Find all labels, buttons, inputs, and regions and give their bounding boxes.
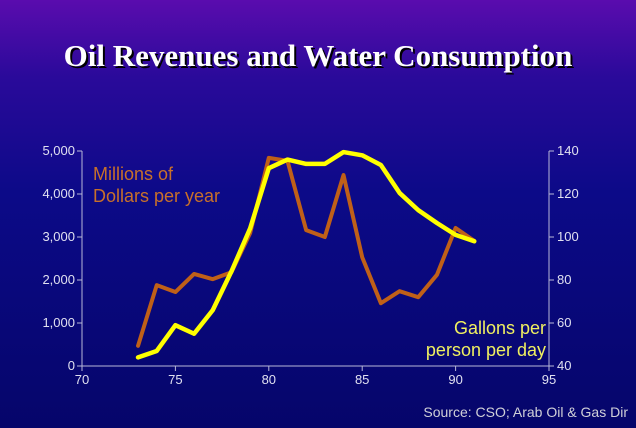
x-tick-label: 80	[262, 372, 276, 387]
right-tick-label: 100	[557, 229, 579, 244]
right-tick-label: 140	[557, 143, 579, 158]
x-tick-label: 90	[448, 372, 462, 387]
left-tick-label: 4,000	[42, 186, 75, 201]
legend-right-line1: Gallons per	[453, 318, 546, 338]
right-tick-label: 80	[557, 272, 571, 287]
right-tick-label: 60	[557, 315, 571, 330]
left-tick-label: 2,000	[42, 272, 75, 287]
left-tick-label: 1,000	[42, 315, 75, 330]
x-tick-label: 75	[168, 372, 182, 387]
source-note: Source: CSO; Arab Oil & Gas Dir	[423, 404, 628, 420]
left-tick-label: 5,000	[42, 143, 75, 158]
left-tick-label: 0	[68, 358, 75, 373]
legend-left-line2: Dollars per year	[93, 186, 221, 206]
x-tick-label: 95	[542, 372, 556, 387]
legend-right-line2: person per day	[425, 340, 546, 360]
water-consumption-line	[135, 149, 477, 360]
x-tick-label: 70	[75, 372, 89, 387]
legend-left-line1: Millions of	[93, 164, 174, 184]
right-tick-label: 120	[557, 186, 579, 201]
left-tick-label: 3,000	[42, 229, 75, 244]
right-tick-label: 40	[557, 358, 571, 373]
chart-title: Oil Revenues and Water Consumption	[63, 38, 573, 73]
x-tick-label: 85	[355, 372, 369, 387]
